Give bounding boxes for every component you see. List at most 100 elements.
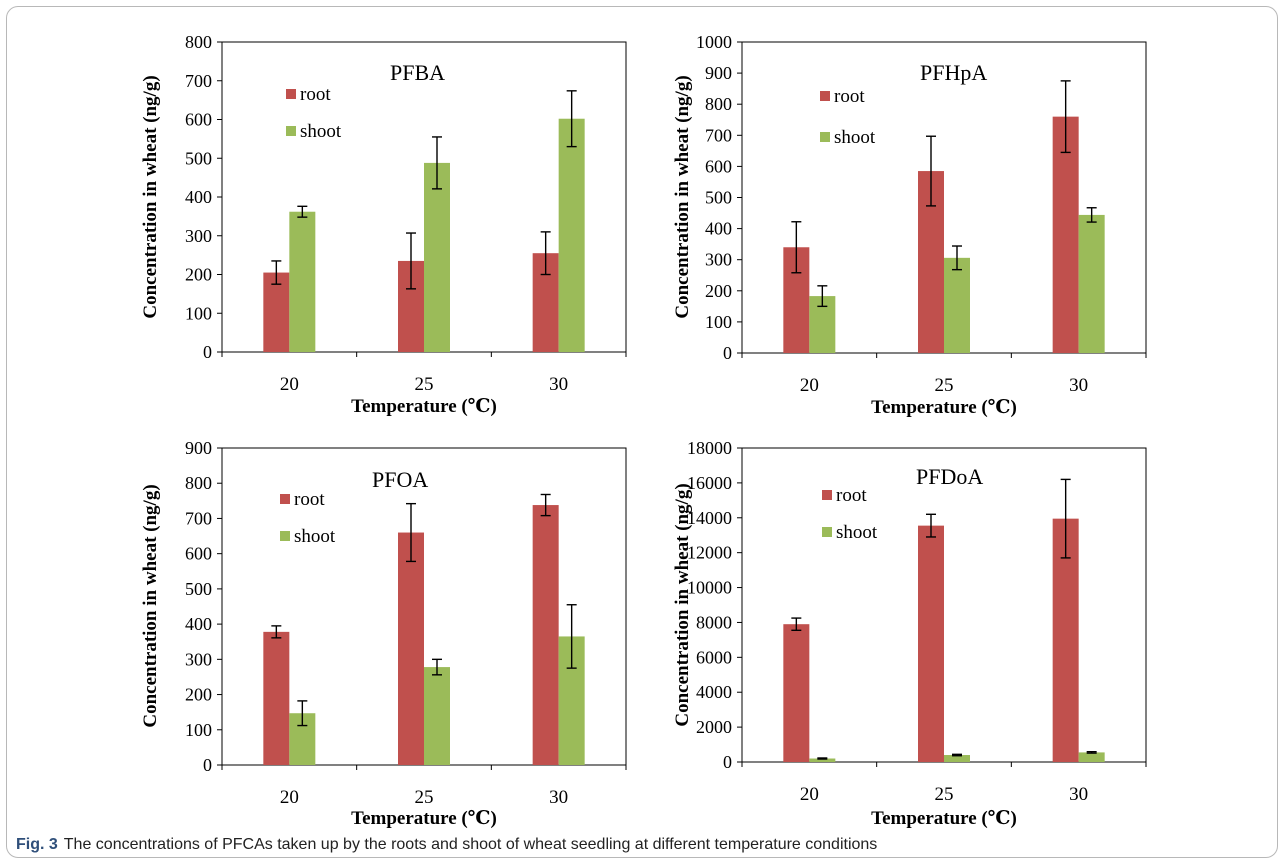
legend-swatch-root (286, 89, 296, 99)
y-tick-label: 6000 (696, 647, 732, 667)
bar-root-30 (1052, 518, 1079, 762)
y-tick-label: 2000 (696, 717, 732, 737)
x-tick-label: 20 (280, 374, 299, 395)
y-tick-label: 600 (185, 544, 212, 564)
legend-swatch-shoot (280, 531, 290, 541)
y-axis-label: Concentration in wheat (ng/g) (672, 75, 693, 318)
y-tick-label: 16000 (687, 473, 732, 493)
y-tick-label: 12000 (687, 543, 732, 563)
legend-label-root: root (300, 84, 331, 105)
legend-swatch-shoot (822, 527, 832, 537)
y-tick-label: 800 (185, 32, 212, 52)
legend-label-shoot: shoot (294, 526, 336, 547)
chart-panel-pfba: 0 100 200 300 400 500 600 700 800 20 25 30 PFBA root s… (140, 32, 627, 417)
x-tick-label: 30 (549, 787, 568, 808)
y-tick-label: 300 (185, 649, 212, 669)
x-axis-label: Temperature (℃) (871, 808, 1017, 829)
x-tick-label: 25 (935, 784, 954, 805)
y-tick-label: 500 (705, 188, 732, 208)
y-tick-label: 300 (705, 250, 732, 270)
bar-root-30 (1052, 116, 1079, 353)
y-tick-label: 400 (185, 614, 212, 634)
legend-label-root: root (294, 489, 325, 510)
x-tick-label: 20 (280, 787, 299, 808)
x-axis-label: Temperature (℃) (871, 397, 1017, 418)
x-axis-label: Temperature (℃) (351, 396, 497, 417)
y-tick-label: 800 (185, 473, 212, 493)
bar-root-25 (918, 525, 944, 762)
y-tick-label: 200 (705, 281, 732, 301)
y-tick-label: 900 (185, 438, 212, 458)
bar-shoot-25 (944, 755, 970, 762)
x-tick-label: 30 (549, 374, 568, 395)
bar-root-20 (783, 624, 810, 762)
chart-panel-pfoa: 0 100 200 300 400 500 600 700 800 900 20 25 30 PFOA ro… (140, 438, 627, 829)
bar-shoot-25 (944, 257, 970, 353)
x-tick-label: 25 (415, 787, 434, 808)
bar-shoot-25 (424, 162, 450, 352)
bar-shoot-30 (1078, 752, 1105, 762)
bar-root-20 (263, 631, 290, 765)
x-tick-label: 25 (415, 374, 434, 395)
y-tick-label: 600 (705, 156, 732, 176)
bar-shoot-30 (1078, 214, 1105, 353)
y-tick-label: 700 (185, 71, 212, 91)
y-tick-label: 0 (723, 752, 732, 772)
y-tick-label: 800 (705, 94, 732, 114)
chart-title: PFOA (372, 467, 428, 492)
y-tick-label: 100 (185, 720, 212, 740)
legend-label-shoot: shoot (300, 121, 342, 142)
legend-swatch-shoot (820, 132, 830, 142)
x-axis-label: Temperature (℃) (351, 808, 497, 829)
chart-title: PFBA (390, 60, 445, 85)
y-tick-label: 200 (185, 265, 212, 285)
y-axis-label: Concentration in wheat (ng/g) (140, 75, 161, 318)
caption-text: The concentrations of PFCAs taken up by … (63, 836, 878, 853)
legend-label-root: root (834, 86, 865, 107)
y-tick-label: 8000 (696, 612, 732, 632)
legend-swatch-root (280, 494, 290, 504)
y-tick-label: 1000 (696, 32, 732, 52)
bar-shoot-30 (558, 118, 585, 352)
figure-frame (6, 6, 1278, 858)
bar-root-30 (532, 505, 559, 765)
y-tick-label: 0 (203, 342, 212, 362)
chart-title: PFDoA (916, 464, 983, 489)
y-tick-label: 100 (185, 303, 212, 323)
x-tick-label: 20 (800, 784, 819, 805)
legend-label-root: root (836, 485, 867, 506)
y-tick-label: 10000 (687, 578, 732, 598)
x-tick-label: 20 (800, 375, 819, 396)
y-tick-label: 500 (185, 579, 212, 599)
y-tick-label: 300 (185, 226, 212, 246)
x-tick-label: 25 (935, 375, 954, 396)
chart-panel-pfhpa: 0 100 200 300 400 500 600 700 800 900 1000 20 25 30 PF… (672, 32, 1147, 418)
y-tick-label: 0 (723, 343, 732, 363)
y-tick-label: 100 (705, 312, 732, 332)
y-tick-label: 900 (705, 63, 732, 83)
bar-root-25 (398, 532, 424, 765)
y-tick-label: 400 (705, 219, 732, 239)
legend-swatch-root (820, 91, 830, 101)
bar-shoot-20 (289, 211, 316, 352)
y-tick-label: 200 (185, 685, 212, 705)
y-tick-label: 700 (705, 125, 732, 145)
legend-swatch-shoot (286, 126, 296, 136)
chart-title: PFHpA (920, 60, 987, 85)
chart-panel-pfdoa: 0 2000 4000 6000 8000 10000 12000 14000 16000 180… (672, 438, 1147, 829)
y-tick-label: 600 (185, 110, 212, 130)
legend-label-shoot: shoot (834, 127, 876, 148)
x-tick-label: 30 (1069, 375, 1088, 396)
y-tick-label: 18000 (687, 438, 732, 458)
y-tick-label: 500 (185, 148, 212, 168)
bar-shoot-25 (424, 667, 450, 765)
bar-root-20 (263, 272, 290, 352)
legend-swatch-root (822, 490, 832, 500)
y-axis-label: Concentration in wheat (ng/g) (672, 483, 693, 726)
x-tick-label: 30 (1069, 784, 1088, 805)
y-axis-label: Concentration in wheat (ng/g) (140, 484, 161, 727)
legend-label-shoot: shoot (836, 522, 878, 543)
y-tick-label: 0 (203, 755, 212, 775)
y-tick-label: 4000 (696, 682, 732, 702)
